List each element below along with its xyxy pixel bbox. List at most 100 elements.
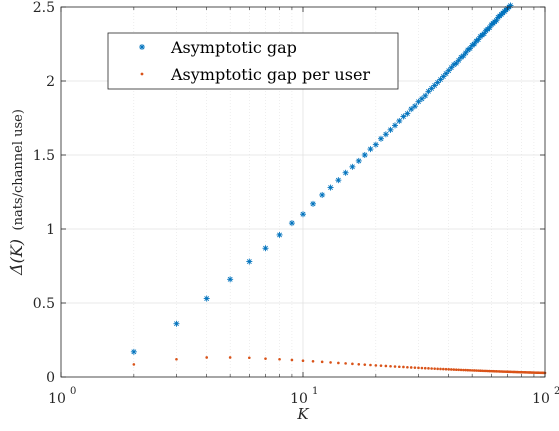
data-point-asymptotic-gap-per-user	[449, 368, 453, 371]
y-tick-label: 2.5	[33, 0, 55, 16]
y-tick-label: 1	[46, 222, 55, 238]
data-point-asymptotic-gap	[507, 2, 514, 9]
x-axis-label: K	[296, 405, 309, 423]
data-point-asymptotic-gap-per-user	[439, 367, 442, 371]
legend: Asymptotic gap Asymptotic gap per user	[107, 32, 399, 90]
data-point-asymptotic-gap-per-user	[301, 359, 305, 363]
data-point-asymptotic-gap-per-user	[466, 368, 470, 372]
data-point-asymptotic-gap-per-user	[444, 367, 448, 371]
data-point-asymptotic-gap-per-user	[351, 362, 354, 366]
data-point-asymptotic-gap	[408, 106, 415, 113]
data-point-asymptotic-gap	[450, 61, 457, 68]
data-point-asymptotic-gap	[288, 220, 295, 227]
data-point-asymptotic-gap	[262, 245, 269, 252]
data-point-asymptotic-gap	[327, 184, 334, 191]
data-point-asymptotic-gap-per-user	[311, 360, 315, 363]
data-point-asymptotic-gap	[300, 211, 306, 218]
data-point-asymptotic-gap-per-user	[482, 369, 486, 373]
data-point-asymptotic-gap	[342, 169, 349, 176]
data-point-asymptotic-gap-per-user	[476, 369, 480, 372]
data-point-asymptotic-gap	[361, 152, 368, 158]
data-point-asymptotic-gap-per-user	[175, 357, 178, 361]
data-point-asymptotic-gap-per-user	[423, 366, 427, 370]
data-point-asymptotic-gap-per-user	[436, 367, 439, 371]
x-tick-label: 10	[532, 391, 550, 407]
data-point-asymptotic-gap-per-user	[374, 364, 378, 367]
legend-label-asymptotic-gap: Asymptotic gap	[170, 38, 297, 57]
series-asymptotic-gap	[130, 2, 514, 355]
data-point-asymptotic-gap	[411, 103, 418, 110]
data-point-asymptotic-gap	[372, 141, 379, 148]
series-asymptotic-gap-per-user	[132, 356, 547, 375]
data-point-asymptotic-gap-per-user	[290, 358, 294, 362]
data-point-asymptotic-gap-per-user	[228, 356, 232, 359]
y-axis-label: Δ̇(K) (nats/channel use)	[7, 109, 26, 276]
data-point-asymptotic-gap	[227, 276, 234, 283]
data-point-asymptotic-gap-per-user	[472, 369, 476, 372]
data-point-asymptotic-gap	[310, 200, 317, 207]
data-point-asymptotic-gap-per-user	[413, 366, 417, 369]
data-point-asymptotic-gap	[319, 191, 326, 198]
y-axis-label-units: (nats/channel use)	[11, 109, 26, 230]
legend-marker-asymptotic-gap-per-user	[140, 72, 144, 76]
data-point-asymptotic-gap-per-user	[484, 369, 488, 373]
y-tick-labels: 0 0.5 1 1.5 2 2.5	[33, 0, 55, 386]
data-point-asymptotic-gap-per-user	[480, 369, 484, 373]
data-point-asymptotic-gap	[355, 157, 362, 164]
data-point-asymptotic-gap-per-user	[474, 369, 478, 372]
data-point-asymptotic-gap	[203, 295, 210, 302]
data-point-asymptotic-gap-per-user	[447, 368, 450, 371]
y-tick-label: 0.5	[33, 296, 55, 312]
data-point-asymptotic-gap	[349, 163, 356, 170]
data-point-asymptotic-gap-per-user	[344, 362, 347, 365]
series-layer	[130, 2, 547, 375]
y-tick-label: 0	[46, 370, 55, 386]
data-point-asymptotic-gap-per-user	[398, 365, 401, 369]
data-point-asymptotic-gap	[422, 92, 429, 99]
ticks	[60, 6, 546, 378]
data-point-asymptotic-gap	[462, 49, 469, 56]
legend-marker-asymptotic-gap	[139, 44, 145, 50]
data-point-asymptotic-gap-per-user	[442, 367, 445, 371]
x-tick-exponent: 0	[70, 386, 76, 397]
data-point-asymptotic-gap-per-user	[406, 365, 409, 369]
data-point-asymptotic-gap-per-user	[264, 357, 267, 360]
data-point-asymptotic-gap	[404, 110, 411, 117]
data-point-asymptotic-gap	[377, 135, 384, 142]
y-tick-label: 2	[46, 74, 55, 90]
data-point-asymptotic-gap-per-user	[389, 364, 392, 368]
data-point-asymptotic-gap	[367, 146, 374, 153]
data-point-asymptotic-gap	[382, 131, 389, 138]
legend-asterisk	[139, 44, 145, 50]
data-point-asymptotic-gap	[448, 64, 455, 71]
data-point-asymptotic-gap-per-user	[205, 356, 208, 359]
legend-label-asymptotic-gap-per-user: Asymptotic gap per user	[170, 65, 370, 84]
data-point-asymptotic-gap-per-user	[457, 368, 461, 372]
data-point-asymptotic-gap-per-user	[464, 368, 467, 372]
data-point-asymptotic-gap-per-user	[402, 365, 405, 369]
data-point-asymptotic-gap-per-user	[420, 366, 424, 370]
data-point-asymptotic-gap-per-user	[248, 356, 251, 360]
data-point-asymptotic-gap-per-user	[393, 365, 397, 368]
data-point-asymptotic-gap-per-user	[478, 369, 482, 372]
data-point-asymptotic-gap	[276, 231, 283, 238]
data-point-asymptotic-gap	[392, 122, 399, 129]
data-point-asymptotic-gap-per-user	[409, 366, 413, 369]
data-point-asymptotic-gap-per-user	[452, 368, 456, 371]
data-point-asymptotic-gap	[387, 126, 394, 133]
data-point-asymptotic-gap-per-user	[369, 363, 372, 367]
data-point-asymptotic-gap	[400, 113, 407, 120]
data-point-asymptotic-gap-per-user	[329, 361, 332, 364]
x-tick-label: 10	[290, 391, 308, 407]
data-point-asymptotic-gap-per-user	[417, 366, 420, 370]
data-point-asymptotic-gap	[246, 258, 253, 265]
data-point-asymptotic-gap-per-user	[462, 368, 465, 372]
x-tick-labels: 10 0 10 1 10 2	[48, 386, 559, 407]
data-point-asymptotic-gap-per-user	[337, 361, 340, 365]
y-tick-label: 1.5	[33, 148, 55, 164]
data-point-asymptotic-gap-per-user	[379, 364, 383, 367]
x-tick-exponent: 1	[312, 386, 318, 397]
data-point-asymptotic-gap	[396, 117, 403, 124]
y-axis-label-text: Δ̇(K) (nats/channel use)	[7, 109, 26, 276]
